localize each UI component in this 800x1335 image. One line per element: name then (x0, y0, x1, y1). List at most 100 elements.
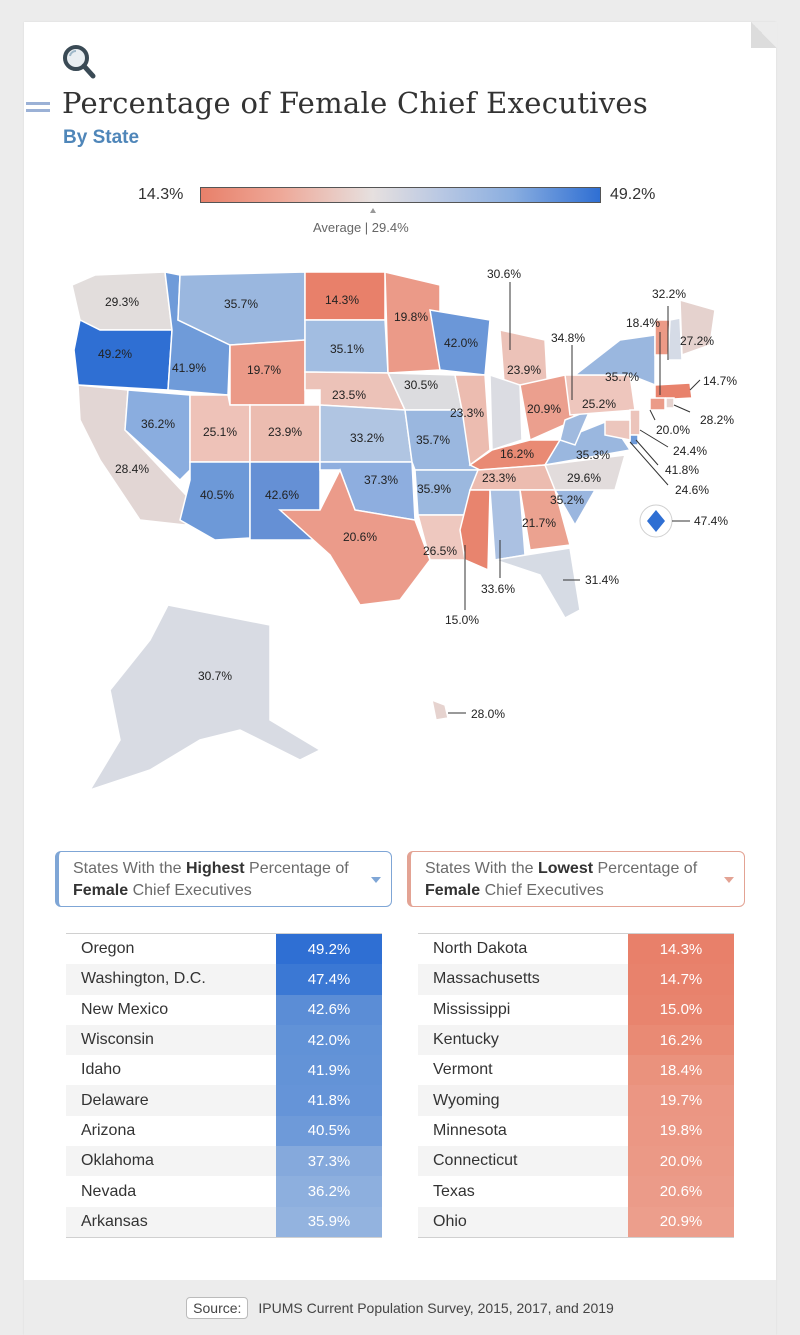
state-value: 15.0% (628, 994, 734, 1025)
title-rule (26, 109, 50, 112)
table-row: Idaho 41.9% (66, 1055, 382, 1086)
state-name: Mississippi (433, 1000, 511, 1018)
label-SC: 35.2% (550, 493, 584, 507)
table-row: Arizona 40.5% (66, 1115, 382, 1147)
state-RI (665, 397, 675, 409)
label-CO: 23.9% (268, 425, 302, 439)
label-IL: 23.3% (450, 406, 484, 420)
state-value: 40.5% (276, 1115, 382, 1147)
state-name: Oklahoma (81, 1152, 154, 1170)
state-MS (459, 489, 491, 572)
label-PA: 25.2% (582, 397, 616, 411)
label-DC: 47.4% (694, 514, 728, 528)
state-value: 19.8% (628, 1115, 734, 1147)
label-MA: 14.7% (703, 374, 737, 388)
magnifier-icon (63, 45, 96, 79)
label-IA: 30.5% (404, 378, 438, 392)
state-name: Ohio (433, 1212, 467, 1230)
page-fold (751, 22, 777, 48)
state-value: 18.4% (628, 1055, 734, 1086)
heading-text: Chief Executives (128, 882, 252, 899)
label-NJ: 24.4% (673, 444, 707, 458)
label-KS: 33.2% (350, 431, 384, 445)
state-value: 37.3% (276, 1146, 382, 1177)
label-HI: 28.0% (471, 707, 505, 721)
state-name: Oregon (81, 940, 135, 958)
legend-min: 14.3% (138, 186, 184, 203)
table-row: Arkansas 35.9% (66, 1206, 382, 1237)
state-name: Arizona (81, 1121, 136, 1139)
table-row: Delaware 41.8% (66, 1085, 382, 1116)
state-name: Wyoming (433, 1091, 500, 1109)
page-title: Percentage of Female Chief Executives (62, 86, 649, 120)
state-value: 49.2% (276, 934, 382, 965)
state-name: Minnesota (433, 1121, 507, 1139)
state-value: 14.7% (628, 964, 734, 995)
state-IN (489, 373, 523, 452)
state-value: 36.2% (276, 1176, 382, 1207)
table-row: Kentucky 16.2% (418, 1024, 734, 1056)
state-name: Massachusetts (433, 970, 540, 988)
state-NC (543, 454, 627, 491)
table-row: New Mexico 42.6% (66, 994, 382, 1025)
state-MD (604, 419, 631, 441)
table-row: Connecticut 20.0% (418, 1146, 734, 1177)
label-NE: 23.5% (332, 388, 366, 402)
state-name: North Dakota (433, 940, 528, 958)
state-value: 41.8% (276, 1085, 382, 1116)
label-CA: 28.4% (115, 462, 149, 476)
label-LA: 26.5% (423, 544, 457, 558)
label-MT: 35.7% (224, 297, 258, 311)
source-tag: Source: (186, 1296, 249, 1319)
label-VA: 35.3% (576, 448, 610, 462)
table-row: North Dakota 14.3% (418, 934, 734, 965)
state-value-labels: 29.3% 49.2% 28.4% 36.2% 41.9% 35.7% 19.7… (98, 267, 737, 721)
label-SD: 35.1% (330, 342, 364, 356)
state-value: 42.6% (276, 994, 382, 1025)
state-name: New Mexico (81, 1000, 169, 1018)
state-name: Kentucky (433, 1031, 499, 1049)
label-MS: 15.0% (445, 613, 479, 627)
label-AK: 30.7% (198, 669, 232, 683)
heading-emphasis: Female (73, 882, 129, 899)
state-name: Nevada (81, 1182, 137, 1200)
highest-heading-dropdown[interactable]: States With the Highest Percentage of Fe… (55, 851, 392, 907)
source-footer: Source: IPUMS Current Population Survey,… (24, 1280, 776, 1335)
label-MN: 19.8% (394, 310, 428, 324)
heading-text: States With the (73, 860, 186, 877)
label-AR: 35.9% (417, 482, 451, 496)
state-TX (278, 468, 431, 606)
state-HI (430, 698, 449, 721)
label-TX: 20.6% (343, 530, 377, 544)
heading-emphasis: Highest (185, 860, 245, 877)
state-value: 41.9% (276, 1055, 382, 1086)
state-MA (654, 382, 693, 401)
lowest-table: North Dakota 14.3% Massachusetts 14.7% Mis… (418, 933, 734, 1238)
state-NH (667, 317, 683, 361)
label-IN: 30.6% (487, 267, 521, 281)
table-row: Ohio 20.9% (418, 1206, 734, 1237)
lowest-heading-dropdown[interactable]: States With the Lowest Percentage of Fem… (407, 851, 745, 907)
label-DE: 41.8% (665, 463, 699, 477)
highest-table: Oregon 49.2% Washington, D.C. 47.4% New Me… (66, 933, 382, 1238)
legend-average: Average | 29.4% (313, 220, 409, 235)
title-rule (26, 102, 50, 105)
chevron-down-icon[interactable] (724, 877, 734, 883)
chevron-down-icon[interactable] (371, 877, 381, 883)
state-value: 19.7% (628, 1085, 734, 1116)
label-GA: 21.7% (522, 516, 556, 530)
us-map: 29.3% 49.2% 28.4% 36.2% 41.9% 35.7% 19.7… (71, 267, 737, 792)
label-WY: 19.7% (247, 363, 281, 377)
table-row: Texas 20.6% (418, 1176, 734, 1207)
heading-text: Chief Executives (480, 882, 604, 899)
label-ID: 41.9% (172, 361, 206, 375)
label-NY: 35.7% (605, 370, 639, 384)
label-NH: 32.2% (652, 287, 686, 301)
table-row: Washington, D.C. 47.4% (66, 964, 382, 995)
source-text: IPUMS Current Population Survey, 2015, 2… (258, 1299, 614, 1316)
state-name: Connecticut (433, 1152, 518, 1170)
label-ME: 27.2% (680, 334, 714, 348)
state-CT (649, 397, 666, 411)
label-FL: 31.4% (585, 573, 619, 587)
leader-lines (448, 282, 701, 714)
